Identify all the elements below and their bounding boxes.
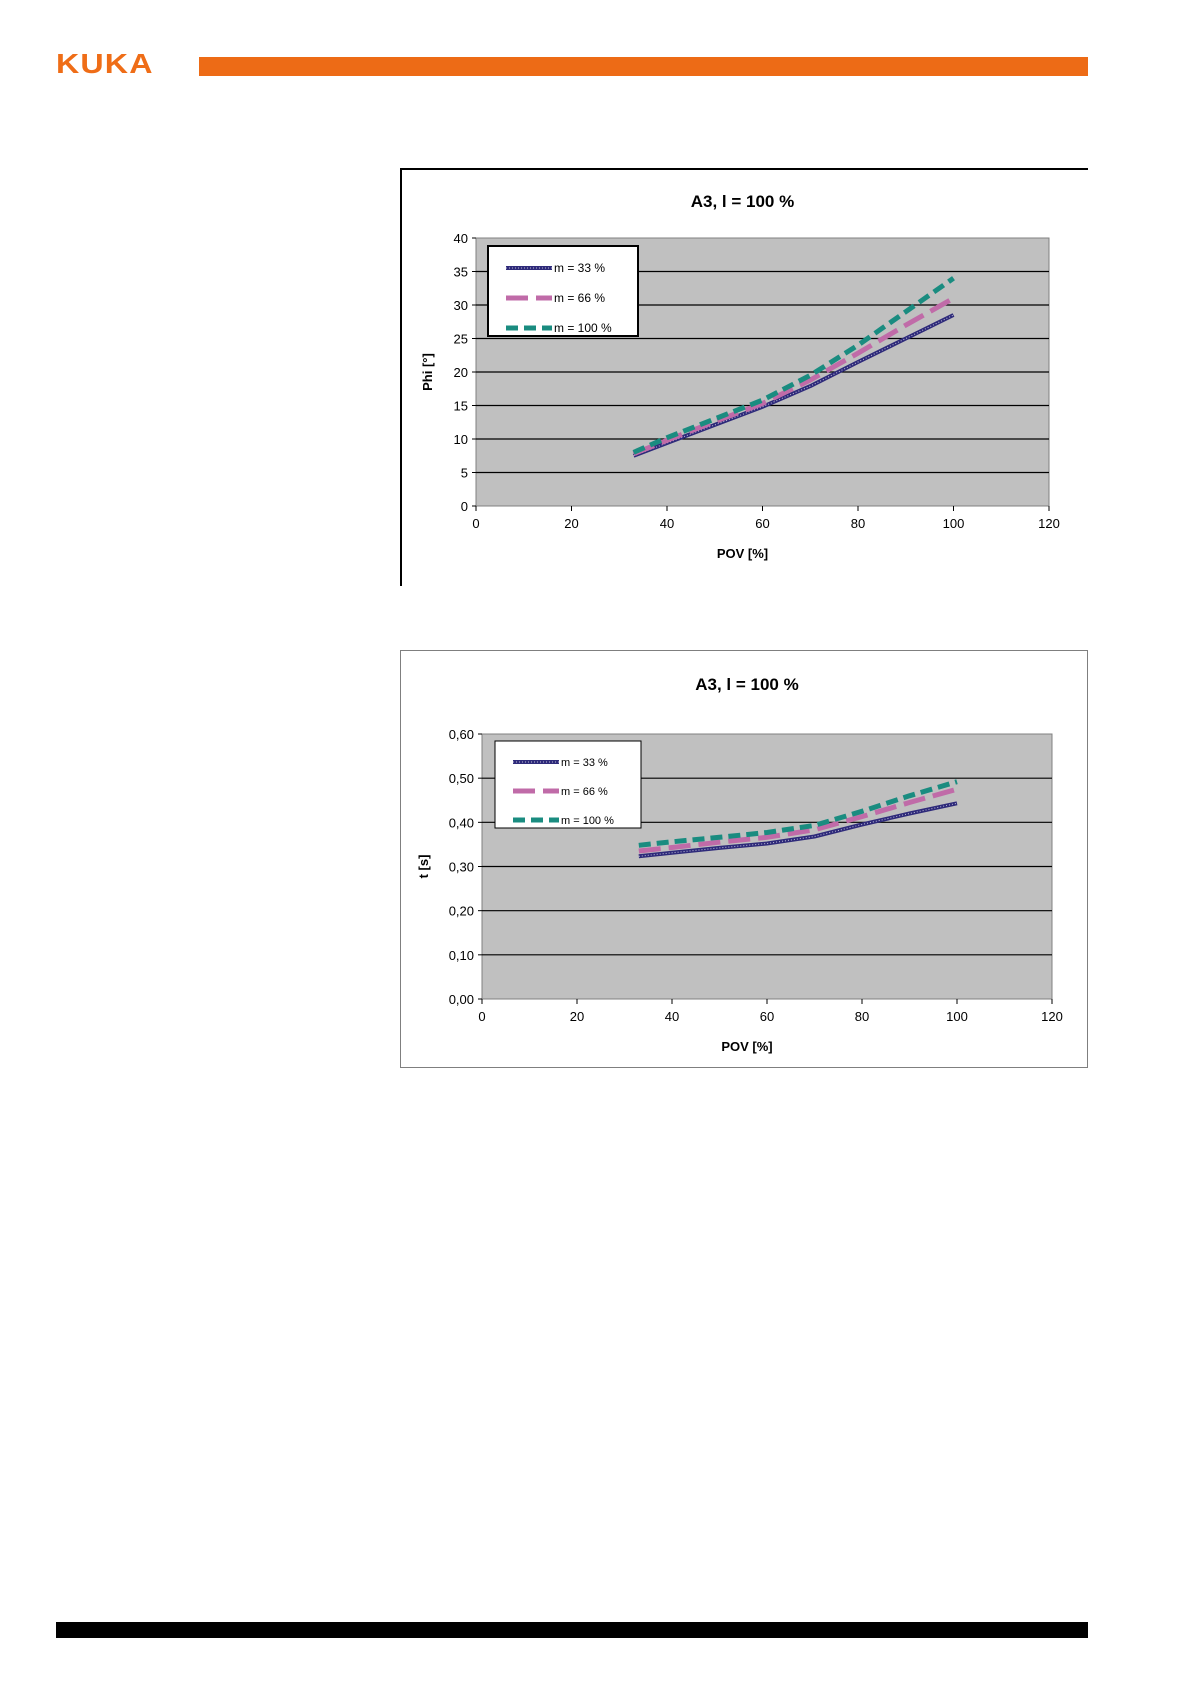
- y-tick-label: 0,40: [449, 815, 474, 830]
- x-tick-label: 100: [946, 1009, 968, 1024]
- x-tick-label: 120: [1038, 516, 1060, 531]
- y-tick-label: 0,20: [449, 904, 474, 919]
- legend-box: [487, 245, 639, 337]
- legend-label-3: m = 100 %: [561, 815, 614, 827]
- y-tick-label: 0: [461, 499, 468, 514]
- time-chart: A3, l = 100 % 0,00 0,10 0,20 0,30 0,40 0,50 0,6…: [400, 650, 1088, 1068]
- legend-label-1: m = 33 %: [561, 757, 608, 769]
- x-tick-label: 20: [570, 1009, 584, 1024]
- y-tick-label: 30: [454, 298, 468, 313]
- y-axis-label: Phi [°]: [420, 353, 435, 391]
- frame-border: [400, 650, 1088, 1068]
- legend-label-2: m = 66 %: [554, 291, 605, 305]
- y-tick-label: 15: [454, 399, 468, 414]
- y-tick-label: 10: [454, 432, 468, 447]
- x-tick-label: 80: [851, 516, 865, 531]
- phi-chart: A3, l = 100 % 0 5 10 15 20 25 30 35 40 0 20 40 60 80 10…: [400, 168, 1088, 586]
- y-axis-label: t [s]: [416, 855, 431, 879]
- x-tick-label: 60: [755, 516, 769, 531]
- y-tick-label: 20: [454, 365, 468, 380]
- y-tick-label: 40: [454, 231, 468, 246]
- y-tick-label: 0,60: [449, 727, 474, 742]
- x-axis-label: POV [%]: [721, 1039, 772, 1054]
- x-tick-label: 20: [564, 516, 578, 531]
- x-tick-label: 80: [855, 1009, 869, 1024]
- series-line-1: [632, 313, 955, 458]
- series-line-3: [638, 779, 958, 848]
- y-tick-label: 0,50: [449, 771, 474, 786]
- chart-title: A3, l = 100 %: [695, 675, 798, 694]
- y-tick-label: 0,10: [449, 948, 474, 963]
- y-tick-label: 0,30: [449, 860, 474, 875]
- phi-chart-frame: A3, l = 100 % 0 5 10 15 20 25 30 35 40 0 20 40 60 80 10…: [400, 168, 1088, 586]
- legend-label-2: m = 66 %: [561, 786, 608, 798]
- x-tick-label: 0: [478, 1009, 485, 1024]
- x-tick-label: 40: [660, 516, 674, 531]
- x-axis-label: POV [%]: [717, 546, 768, 561]
- series-line-3: [632, 276, 955, 455]
- x-tick-label: 60: [760, 1009, 774, 1024]
- series-line-2: [638, 786, 958, 854]
- series-line-1: [638, 801, 958, 859]
- time-chart-frame: A3, l = 100 % 0,00 0,10 0,20 0,30 0,40 0,50 0,6…: [400, 650, 1088, 1068]
- x-tick-label: 120: [1041, 1009, 1063, 1024]
- y-tick-label: 5: [461, 466, 468, 481]
- chart-title: A3, l = 100 %: [691, 192, 794, 211]
- y-tick-label: 25: [454, 332, 468, 347]
- x-tick-label: 40: [665, 1009, 679, 1024]
- legend-label-1: m = 33 %: [554, 261, 605, 275]
- x-tick-label: 0: [472, 516, 479, 531]
- legend-box: [494, 740, 642, 829]
- legend-label-3: m = 100 %: [554, 321, 612, 335]
- footer-bar: [56, 1622, 1088, 1638]
- x-tick-label: 100: [943, 516, 965, 531]
- y-tick-label: 0,00: [449, 992, 474, 1007]
- y-tick-label: 35: [454, 265, 468, 280]
- kuka-logo: KUKA: [56, 48, 154, 79]
- header-accent-bar: [199, 57, 1088, 76]
